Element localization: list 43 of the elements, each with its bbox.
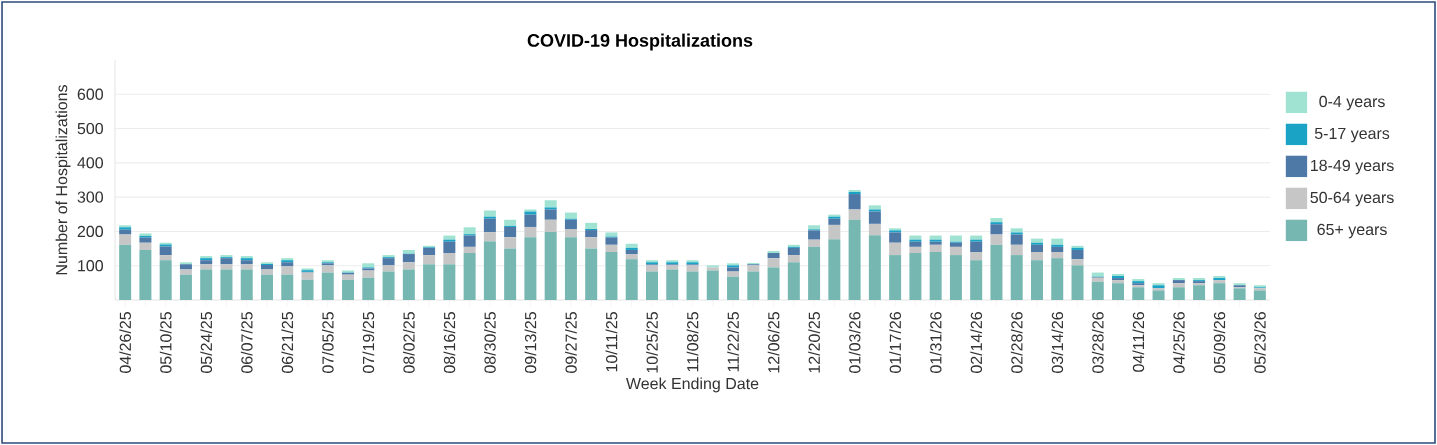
x-tick-label: 10/11/25 [605,312,618,372]
x-tick-label: 12/06/25 [767,312,780,373]
legend-label: 18-49 years [1311,159,1394,175]
x-tick-label: 09/13/25 [524,312,537,374]
x-tick-label: 02/28/26 [1010,312,1023,374]
x-tick-label: 02/14/26 [970,312,983,374]
x-tick-label: 08/16/25 [443,312,456,374]
x-tick-label: 11/22/25 [727,312,739,372]
legend-label: 50-64 years [1310,191,1394,207]
x-tick-label: 04/26/25 [119,312,132,374]
x-tick-label: 08/02/25 [402,312,415,374]
x-tick-label: 04/25/26 [1172,312,1185,374]
x-tick-label: 06/21/25 [281,312,294,374]
x-tick-label: 01/31/26 [929,312,942,374]
x-tick-label: 01/17/26 [889,312,901,374]
x-tick-label: 07/05/25 [321,312,334,374]
legend-label: 65+ years [1317,223,1387,239]
x-tick-label: 08/30/25 [484,312,496,374]
x-tick-label: 03/28/26 [1091,312,1104,374]
x-axis-title: Week Ending Date [626,377,759,393]
x-tick-label: 10/25/25 [646,312,658,373]
y-tick-label: 500 [77,122,104,135]
x-tick-label: 05/10/25 [159,312,172,374]
y-axis-title: Number of Hospitalizations [55,85,71,275]
legend-label: 0-4 years [1319,95,1385,111]
x-tick-label: 05/09/26 [1213,312,1226,374]
x-tick-label: 04/11/26 [1132,312,1145,372]
x-tick-label: 12/20/25 [808,312,820,373]
y-tick-label: 400 [77,157,104,169]
x-tick-label: 05/23/26 [1254,312,1266,374]
legend-label: 5-17 years [1314,127,1390,143]
x-tick-label: 03/14/26 [1051,312,1064,374]
x-tick-label: 01/03/26 [848,312,861,374]
y-tick-label: 200 [77,225,104,238]
x-tick-label: 07/19/25 [362,312,375,374]
x-tick-label: 11/08/25 [686,312,699,372]
y-tick-label: 600 [77,88,104,100]
chart-title: COVID-19 Hospitalizations [527,33,753,51]
y-tick-label: 100 [78,260,104,272]
x-tick-label: 06/07/25 [240,312,253,374]
x-tick-label: 05/24/25 [200,312,213,374]
y-tick-label: 300 [77,191,104,203]
x-tick-label: 09/27/25 [565,312,577,374]
